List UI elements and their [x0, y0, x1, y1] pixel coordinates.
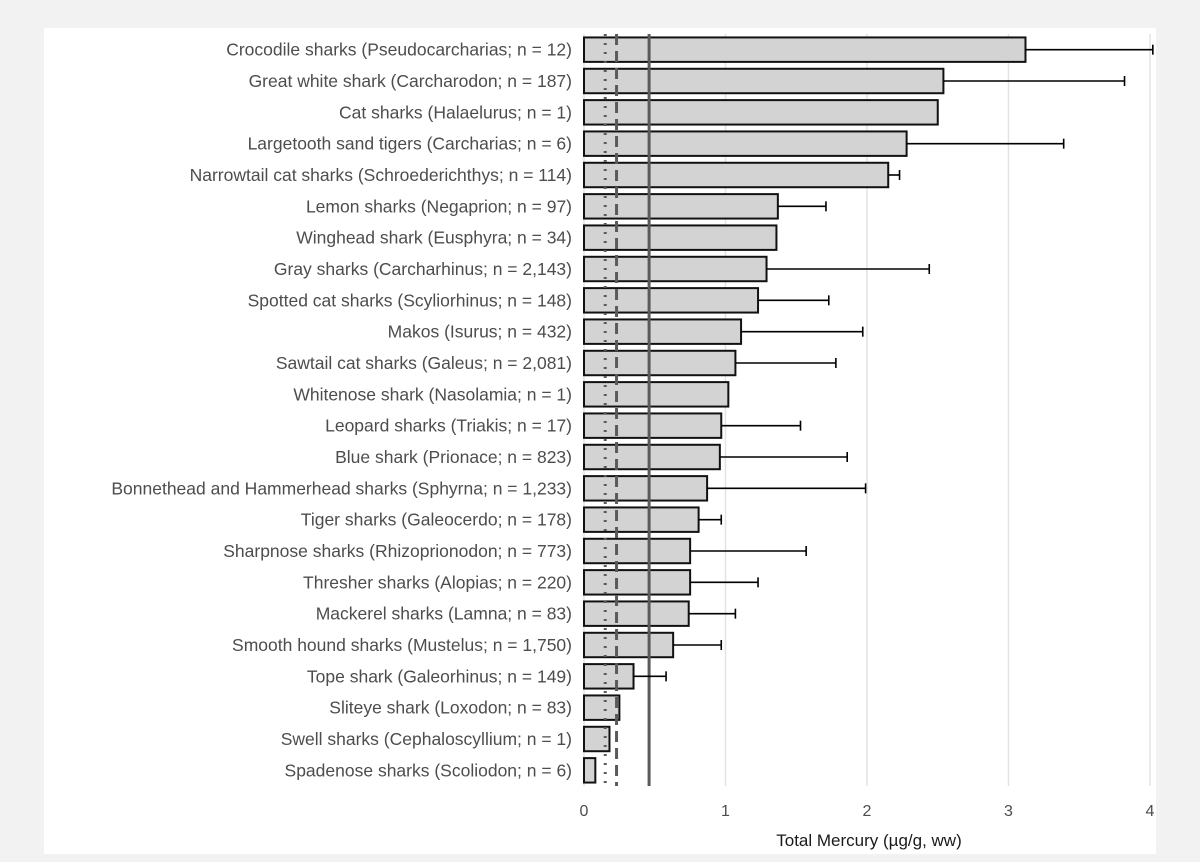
bar — [583, 725, 611, 753]
category-label: Swell sharks (Cephaloscyllium; n = 1) — [281, 729, 572, 749]
category-label: Winghead shark (Eusphyra; n = 34) — [296, 228, 572, 248]
x-tick-label: 0 — [580, 803, 589, 820]
bar — [583, 287, 760, 314]
chart-panel: Crocodile sharks (Pseudocarcharias; n = … — [44, 28, 1156, 854]
bar — [583, 67, 945, 95]
mercury-bar-chart: Crocodile sharks (Pseudocarcharias; n = … — [111, 34, 1155, 850]
bar — [583, 537, 692, 565]
reference-lines — [603, 34, 651, 786]
x-tick-label: 4 — [1146, 803, 1155, 820]
category-labels: Crocodile sharks (Pseudocarcharias; n = … — [111, 40, 572, 781]
error-bars — [633, 44, 1154, 682]
category-label: Sliteye shark (Loxodon; n = 83) — [329, 698, 572, 718]
bar — [583, 99, 939, 126]
category-label: Crocodile sharks (Pseudocarcharias; n = … — [226, 40, 572, 60]
bar — [583, 569, 692, 596]
bar — [583, 224, 778, 251]
category-label: Great white shark (Carcharodon; n = 187) — [249, 71, 572, 91]
category-label: Sharpnose sharks (Rhizoprionodon; n = 77… — [223, 541, 572, 561]
category-label: Largetooth sand tigers (Carcharias; n = … — [248, 134, 572, 154]
x-axis-title: Total Mercury (µg/g, ww) — [776, 831, 962, 850]
category-label: Smooth hound sharks (Mustelus; n = 1,750… — [232, 635, 572, 655]
x-tick-label: 1 — [721, 803, 730, 820]
bar — [583, 412, 723, 439]
category-label: Thresher sharks (Alopias; n = 220) — [303, 572, 572, 592]
bar — [583, 161, 890, 189]
category-label: Spadenose sharks (Scoliodon; n = 6) — [285, 760, 572, 780]
bars — [583, 36, 1027, 784]
bar — [583, 130, 908, 157]
bar — [583, 694, 621, 721]
category-label: Cat sharks (Halaelurus; n = 1) — [339, 102, 572, 122]
bar — [583, 475, 709, 502]
bar — [583, 757, 597, 784]
x-tick-label: 3 — [1004, 803, 1013, 820]
bar — [583, 349, 737, 377]
bar — [583, 193, 779, 220]
x-axis-ticks: 0 1 2 3 4 — [580, 803, 1155, 820]
category-label: Spotted cat sharks (Scyliorhinus; n = 14… — [248, 290, 572, 310]
category-label: Blue shark (Prionace; n = 823) — [335, 447, 572, 467]
bar — [583, 663, 635, 690]
category-label: Sawtail cat sharks (Galeus; n = 2,081) — [276, 353, 572, 373]
category-label: Leopard sharks (Triakis; n = 17) — [325, 416, 572, 436]
category-label: Tiger sharks (Galeocerdo; n = 178) — [301, 510, 572, 530]
bar — [583, 318, 743, 345]
bar — [583, 631, 675, 659]
x-tick-label: 2 — [863, 803, 872, 820]
category-label: Makos (Isurus; n = 432) — [388, 322, 572, 342]
category-label: Lemon sharks (Negaprion; n = 97) — [306, 196, 572, 216]
category-label: Whitenose shark (Nasolamia; n = 1) — [293, 384, 572, 404]
category-label: Tope shark (Galeorhinus; n = 149) — [307, 666, 572, 686]
category-label: Gray sharks (Carcharhinus; n = 2,143) — [274, 259, 572, 279]
category-label: Narrowtail cat sharks (Schroederichthys;… — [190, 165, 572, 185]
bar — [583, 255, 768, 283]
gridlines — [583, 34, 1151, 786]
category-label: Bonnethead and Hammerhead sharks (Sphyrn… — [111, 478, 572, 498]
bar — [583, 506, 700, 533]
category-label: Mackerel sharks (Lamna; n = 83) — [316, 604, 572, 624]
bar — [583, 600, 690, 627]
bar — [583, 381, 730, 408]
